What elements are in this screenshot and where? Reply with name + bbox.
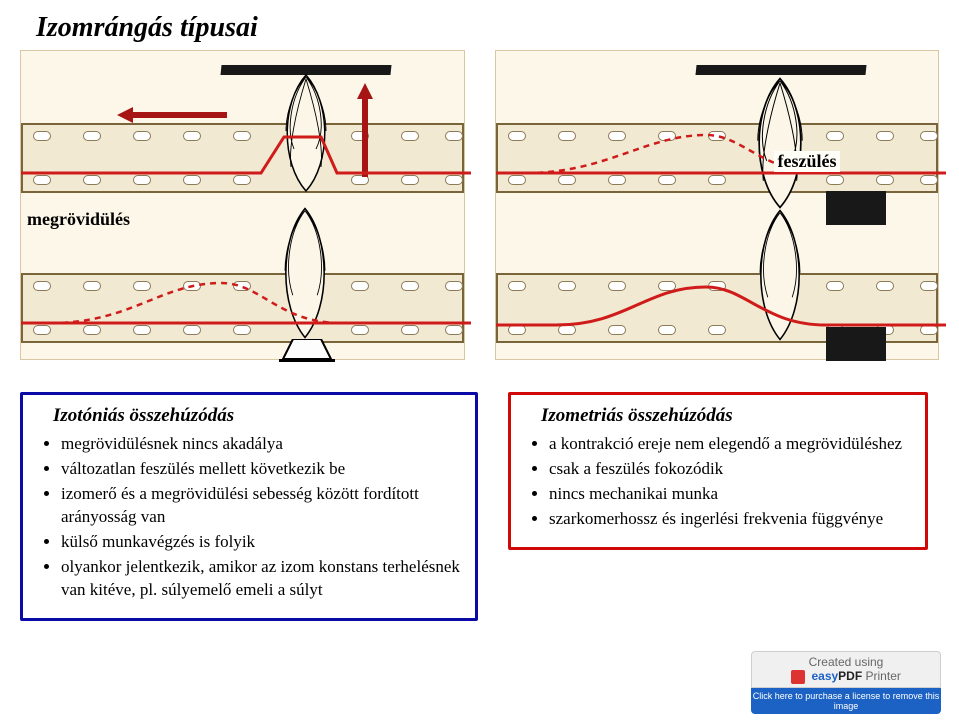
diagram-label: megrövidülés [27, 209, 130, 230]
diagram-isometric: feszülés [495, 50, 940, 360]
list-item: szarkomerhossz és ingerlési frekvenia fü… [549, 508, 911, 531]
list-item: külső munkavégzés is folyik [61, 531, 461, 554]
box-list: megrövidülésnek nincs akadályaváltozatla… [37, 433, 461, 602]
anchor-block [826, 191, 886, 225]
diagram-row: megrövidülés [0, 50, 959, 370]
watermark-created: Created using [809, 655, 884, 669]
list-item: megrövidülésnek nincs akadálya [61, 433, 461, 456]
isometric-box: Izometriás összehúzódás a kontrakció ere… [508, 392, 928, 550]
list-item: izomerő és a megrövidülési sebesség közö… [61, 483, 461, 529]
watermark-line1: Created using easyPDF Printer [751, 651, 941, 688]
list-item: a kontrakció ereje nem elegendő a megröv… [549, 433, 911, 456]
text-box-row: Izotóniás összehúzódás megrövidülésnek n… [0, 370, 959, 621]
isotonic-box: Izotóniás összehúzódás megrövidülésnek n… [20, 392, 478, 621]
box-heading: Izotóniás összehúzódás [53, 405, 461, 427]
pdf-icon [791, 670, 805, 684]
anchor-block [826, 327, 886, 361]
watermark-badge: Created using easyPDF Printer Click here… [751, 651, 941, 714]
arrow-left-icon [117, 107, 227, 123]
list-item: csak a feszülés fokozódik [549, 458, 911, 481]
diagram-isotonic: megrövidülés [20, 50, 465, 360]
trace-top [496, 123, 946, 193]
weight-icon [279, 339, 335, 363]
list-item: változatlan feszülés mellett következik … [61, 458, 461, 481]
watermark-cta[interactable]: Click here to purchase a license to remo… [751, 688, 941, 714]
diagram-label: feszülés [774, 151, 841, 172]
list-item: olyankor jelentkezik, amikor az izom kon… [61, 556, 461, 602]
watermark-brand: easyPDF Printer [811, 669, 900, 683]
page-title: Izomrángás típusai [0, 0, 959, 50]
list-item: nincs mechanikai munka [549, 483, 911, 506]
box-heading: Izometriás összehúzódás [541, 405, 911, 427]
box-list: a kontrakció ereje nem elegendő a megröv… [525, 433, 911, 531]
trace-bottom [21, 275, 471, 345]
trace-top [21, 123, 471, 193]
